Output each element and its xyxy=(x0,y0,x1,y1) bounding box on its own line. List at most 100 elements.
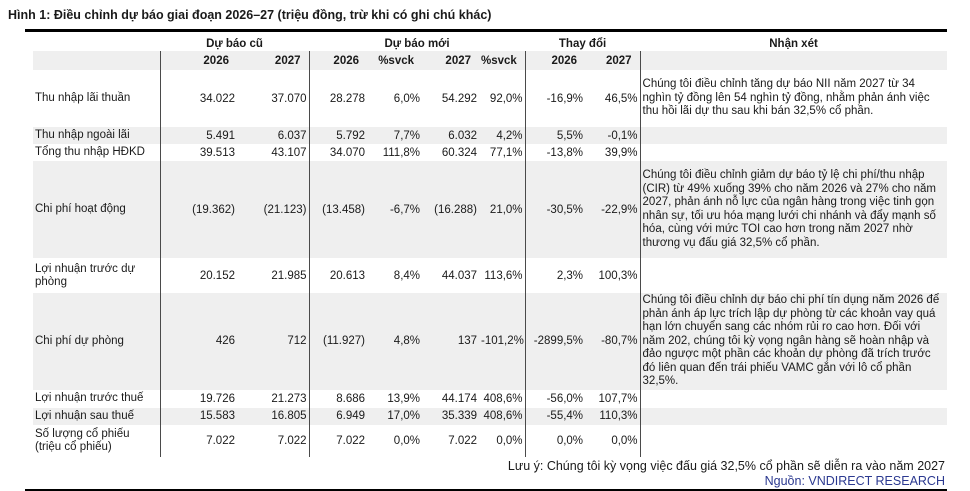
cell-new-2027: 35.339 xyxy=(441,410,478,422)
footnote: Lưu ý: Chúng tôi kỳ vọng việc đấu giá 32… xyxy=(507,458,945,473)
cell-new-svck-2026: 17,0% xyxy=(387,410,421,422)
group-header-spacer xyxy=(33,36,160,51)
cell-new-2027: 137 xyxy=(457,335,478,348)
cell-change-2026: -16,9% xyxy=(546,92,584,105)
cell-change-2027: -80,7% xyxy=(585,293,641,390)
cell-old-2026: 34.022 xyxy=(199,92,235,105)
cell-new-2026: 28.278 xyxy=(329,92,366,105)
source-link[interactable]: Nguồn: VNDIRECT RESEARCH xyxy=(764,473,945,488)
table-row: Thu nhập lãi thuần 34.022 37.070 28.278 … xyxy=(33,70,947,127)
row-label: Chi phí dự phòng xyxy=(33,293,161,390)
row-label: Chi phí hoạt động xyxy=(33,161,161,258)
cell-old-2026: 5.491 xyxy=(206,129,235,142)
cell-new-svck-2027: 0,0% xyxy=(479,424,526,457)
row-label: Lợi nhuận trước dự phòng xyxy=(33,258,161,293)
cell-old-2027: (21.123) xyxy=(237,161,310,258)
col-group-old-forecast: Dự báo cũ xyxy=(206,37,263,50)
row-label: Thu nhập lãi thuần xyxy=(33,70,161,127)
cell-comment xyxy=(640,425,947,457)
cell-old-2027: 7.022 xyxy=(237,424,310,457)
table-row: Số lượng cổ phiếu (triệu cổ phiếu) 7.022… xyxy=(33,424,947,457)
col-group-new-forecast: Dự báo mới xyxy=(384,37,450,50)
cell-change-2027: 100,3% xyxy=(585,258,641,293)
bottom-rule xyxy=(25,488,947,491)
cell-new-svck-2027: 21,0% xyxy=(479,161,526,258)
cell-old-2026: 15.583 xyxy=(199,410,235,422)
table-row: Chi phí hoạt động (19.362) (21.123) (13.… xyxy=(33,161,948,258)
cell-new-2026: (11.927) xyxy=(323,335,366,348)
cell-new-svck-2026: 6,0% xyxy=(393,92,421,105)
table-row: Thu nhập ngoài lãi 5.491 6.037 5.792 7,7… xyxy=(33,127,948,144)
row-label: Thu nhập ngoài lãi xyxy=(33,127,161,144)
cell-change-2026: -13,8% xyxy=(546,146,584,159)
cell-old-2026: 39.513 xyxy=(199,146,235,159)
row-label: Tổng thu nhập HĐKD xyxy=(33,144,161,161)
cell-old-2026: 19.726 xyxy=(199,392,235,405)
cell-change-2026: 5,5% xyxy=(556,129,584,142)
top-rule xyxy=(25,29,947,32)
cell-new-2027: (16.288) xyxy=(434,203,478,216)
col-header-new-svck-2026: %svck xyxy=(378,54,415,67)
cell-new-2027: 60.324 xyxy=(441,146,478,159)
col-header-old-2026: 2026 xyxy=(203,54,229,67)
cell-new-2026: 5.792 xyxy=(336,129,366,142)
cell-new-svck-2026: 0,0% xyxy=(393,434,421,447)
cell-new-2027: 7.022 xyxy=(448,434,478,447)
cell-old-2026: (19.362) xyxy=(192,203,235,216)
cell-change-2026: 0,0% xyxy=(556,434,584,447)
cell-new-svck-2027: 408,6% xyxy=(479,407,526,425)
col-header-old-2027: 2027 xyxy=(237,51,310,70)
cell-old-2027: 712 xyxy=(237,293,310,390)
cell-change-2027: 110,3% xyxy=(585,407,641,425)
cell-change-2027: 107,7% xyxy=(585,389,641,408)
row-label: Lợi nhuận trước thuế xyxy=(33,389,161,408)
cell-comment: Chúng tôi điều chỉnh dự báo chi phí tín … xyxy=(642,294,940,387)
col-header-new-svck-2027: %svck xyxy=(479,51,526,70)
col-header-new-2026: 2026 xyxy=(333,54,360,67)
cell-comment xyxy=(640,258,947,293)
table-group-header-row: Dự báo cũ Dự báo mới Thay đổi Nhận xét xyxy=(33,36,947,51)
cell-new-svck-2026: -6,7% xyxy=(389,203,421,216)
cell-old-2027: 6.037 xyxy=(237,127,310,144)
comment-header-spacer xyxy=(640,51,947,70)
table-row: Lợi nhuận trước thuế 19.726 21.273 8.686… xyxy=(33,389,947,408)
cell-new-2026: 8.686 xyxy=(336,392,366,405)
cell-new-svck-2027: -101,2% xyxy=(479,293,526,390)
cell-new-2026: (13.458) xyxy=(322,203,366,216)
row-label: Số lượng cổ phiếu (triệu cổ phiếu) xyxy=(33,424,161,457)
cell-new-svck-2027: 113,6% xyxy=(479,258,526,293)
table-row: Lợi nhuận trước dự phòng 20.152 21.985 2… xyxy=(33,258,947,293)
cell-comment: Chúng tôi điều chỉnh giảm dự báo tỷ lệ c… xyxy=(642,169,936,249)
cell-comment xyxy=(640,144,947,161)
cell-comment xyxy=(640,408,947,425)
cell-new-svck-2026: 4,8% xyxy=(393,335,421,348)
cell-comment xyxy=(640,390,947,408)
cell-new-2026: 34.070 xyxy=(329,146,366,159)
cell-new-svck-2026: 8,4% xyxy=(393,269,421,282)
cell-old-2026: 7.022 xyxy=(206,434,235,447)
cell-change-2027: -0,1% xyxy=(585,127,641,144)
col-header-new-2027: 2027 xyxy=(445,54,472,67)
col-header-change-2027: 2027 xyxy=(585,51,641,70)
row-label: Lợi nhuận sau thuế xyxy=(33,407,161,425)
forecast-table: Dự báo cũ Dự báo mới Thay đổi Nhận xét 2… xyxy=(33,36,948,457)
table-year-header-row: 2026 2027 2026 %svck 2027 %svck 2026 202… xyxy=(33,51,948,70)
cell-new-2027: 44.174 xyxy=(441,392,478,405)
cell-new-svck-2026: 111,8% xyxy=(382,146,421,159)
cell-old-2027: 21.273 xyxy=(237,389,310,408)
cell-new-2027: 6.032 xyxy=(448,129,478,142)
table-row: Lợi nhuận sau thuế 15.583 16.805 6.949 1… xyxy=(33,407,948,425)
cell-old-2026: 20.152 xyxy=(199,269,235,282)
cell-new-svck-2027: 4,2% xyxy=(479,127,526,144)
cell-change-2027: 39,9% xyxy=(585,144,641,161)
cell-old-2026: 426 xyxy=(215,335,235,348)
cell-change-2026: -55,4% xyxy=(546,410,584,422)
cell-new-svck-2027: 408,6% xyxy=(479,389,526,408)
cell-comment xyxy=(640,127,947,144)
cell-change-2026: 2,3% xyxy=(556,269,584,282)
cell-comment: Chúng tôi điều chỉnh tăng dự báo NII năm… xyxy=(642,78,930,118)
cell-new-2026: 7.022 xyxy=(336,434,366,447)
cell-change-2026: -30,5% xyxy=(546,203,584,216)
cell-old-2027: 37.070 xyxy=(237,70,310,127)
table-row: Chi phí dự phòng 426 712 (11.927) 4,8% 1… xyxy=(33,293,948,390)
